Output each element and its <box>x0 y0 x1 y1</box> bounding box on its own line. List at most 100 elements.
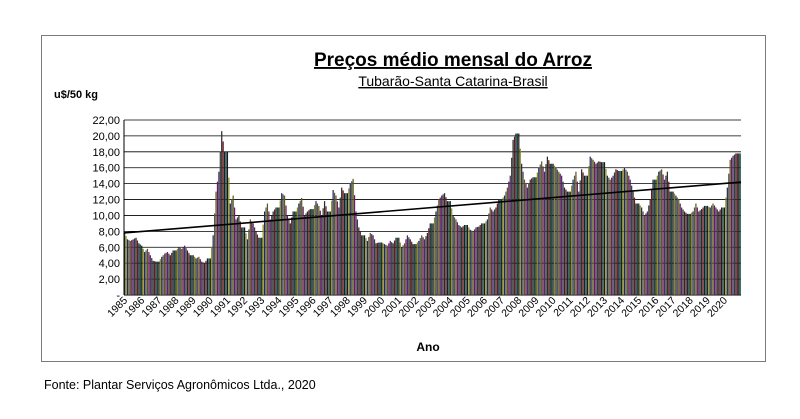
price-bar <box>498 199 500 295</box>
price-bar <box>729 159 731 295</box>
price-bar <box>252 223 254 295</box>
price-bar <box>343 193 346 295</box>
price-bar <box>211 246 213 296</box>
x-tick-label: 2020 <box>705 295 730 320</box>
price-bar <box>229 203 231 295</box>
price-bar <box>709 207 711 295</box>
price-bar <box>221 131 223 295</box>
price-bar <box>335 195 337 295</box>
price-bar <box>489 207 491 295</box>
price-bar <box>663 179 666 295</box>
price-bar <box>336 201 339 295</box>
price-bar <box>399 242 401 295</box>
price-bar <box>368 236 370 295</box>
price-bar <box>736 153 738 295</box>
price-bar <box>288 219 290 295</box>
price-bar <box>312 209 314 295</box>
price-bar <box>441 195 443 295</box>
price-bar <box>445 197 447 295</box>
price-bar <box>702 207 704 295</box>
price-bar <box>566 191 568 295</box>
price-bar <box>656 175 658 295</box>
y-tick-label: 6,00 <box>99 242 120 254</box>
price-bar <box>271 215 273 295</box>
price-bar <box>379 242 381 295</box>
price-bar <box>403 243 406 295</box>
price-bar <box>605 168 607 295</box>
price-bar <box>595 163 597 295</box>
price-bar <box>378 242 380 295</box>
price-bar <box>329 211 331 295</box>
price-bar <box>552 163 554 295</box>
price-bar <box>568 191 570 295</box>
price-bar <box>242 227 244 295</box>
price-bar <box>513 136 516 295</box>
price-bar <box>628 175 630 295</box>
price-bar <box>255 231 257 295</box>
price-bar <box>275 207 277 295</box>
price-bar <box>596 162 598 295</box>
price-bar <box>602 162 604 295</box>
price-bar <box>573 175 576 295</box>
price-bar <box>206 258 209 295</box>
price-bar <box>523 179 526 295</box>
chart-frame: Preços médio mensal do Arroz Tubarão-San… <box>41 35 766 362</box>
price-bar <box>231 199 233 295</box>
price-bar <box>238 215 240 295</box>
price-bar <box>316 203 319 295</box>
price-bar <box>282 194 284 296</box>
price-bar <box>338 207 340 295</box>
price-bar <box>285 205 287 295</box>
price-bar <box>345 193 347 295</box>
price-bar <box>559 173 561 295</box>
price-bar <box>289 223 291 295</box>
price-bar <box>722 207 724 295</box>
price-bar <box>612 175 614 295</box>
price-bar <box>161 256 163 295</box>
y-tick-label: 22,00 <box>92 115 120 127</box>
price-bar <box>695 203 697 295</box>
price-bar <box>541 161 543 295</box>
chart-subtitle: Tubarão-Santa Catarina-Brasil <box>358 73 547 89</box>
price-bar <box>631 185 633 296</box>
price-bar <box>198 256 200 295</box>
price-bar <box>125 236 127 295</box>
price-bar <box>735 153 737 295</box>
price-bar <box>732 155 734 295</box>
price-bar <box>528 183 530 295</box>
price-bar <box>486 219 488 295</box>
price-bar <box>646 211 648 295</box>
y-tick-label: 4,00 <box>99 258 120 270</box>
price-bar <box>261 237 263 295</box>
price-bar <box>355 211 357 295</box>
price-bar <box>298 203 300 295</box>
price-bar <box>352 178 354 295</box>
price-bar <box>451 208 453 295</box>
y-tick-label: 16,00 <box>92 163 120 175</box>
price-bar <box>606 175 608 295</box>
price-bar <box>623 167 626 295</box>
price-bar <box>449 201 451 295</box>
price-bar <box>555 167 557 295</box>
price-bar <box>456 222 459 295</box>
x-axis-label: Ano <box>416 340 439 354</box>
price-bar <box>351 181 353 295</box>
price-bar <box>185 248 187 295</box>
price-bar <box>562 181 564 295</box>
price-bar <box>712 203 714 295</box>
price-bar <box>383 244 386 295</box>
price-bar <box>266 203 269 295</box>
price-bar <box>591 158 593 295</box>
price-bar <box>492 211 494 295</box>
price-bar <box>726 187 728 295</box>
price-bar <box>218 171 220 295</box>
price-bar <box>723 207 726 295</box>
price-bar <box>691 212 693 295</box>
price-bar <box>299 200 301 295</box>
price-bar <box>416 242 419 295</box>
price-bar <box>502 197 504 295</box>
price-bar <box>413 244 416 295</box>
price-bar <box>616 170 618 295</box>
price-bar <box>423 239 426 295</box>
price-bar <box>521 163 523 295</box>
